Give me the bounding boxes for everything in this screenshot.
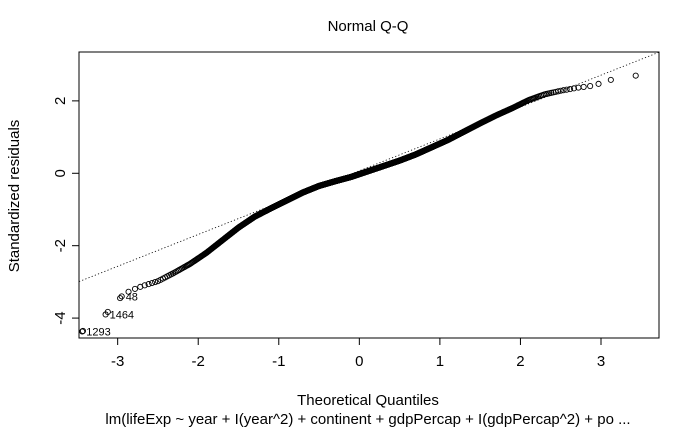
x-tick-label: -1 [272, 353, 285, 370]
x-tick-label: 1 [436, 353, 444, 370]
model-caption: lm(lifeExp ~ year + I(year^2) + continen… [105, 411, 630, 428]
x-tick-label: 2 [516, 353, 524, 370]
y-tick-label: -4 [52, 311, 69, 324]
qq-point [152, 278, 159, 286]
qq-point [148, 279, 156, 287]
plot-frame [78, 51, 660, 339]
qq-point [125, 288, 132, 295]
outlier-point-1293 [79, 328, 86, 335]
outlier-point-48 [118, 293, 125, 300]
outlier-label-1293: 1293 [86, 326, 110, 338]
qq-point [560, 87, 567, 94]
x-tick-label: 3 [597, 353, 605, 370]
qq-point [595, 80, 602, 87]
x-axis: -3 -2 -1 0 1 2 3 [111, 338, 605, 370]
x-tick-label: 0 [355, 353, 363, 370]
data-points [79, 72, 639, 335]
qq-point [580, 83, 587, 90]
outlier-label-1464: 1464 [110, 309, 134, 321]
qq-point [131, 285, 139, 292]
y-axis: -4 -2 0 2 [52, 97, 79, 325]
y-tick-label: 2 [52, 97, 69, 105]
outlier-point-1464 [102, 311, 109, 318]
x-axis-label: Theoretical Quantiles [297, 392, 439, 409]
qq-point [145, 281, 152, 288]
qq-point [587, 83, 594, 90]
qq-point [607, 76, 614, 83]
qq-point [570, 85, 578, 92]
y-tick-label: 0 [52, 169, 69, 177]
x-tick-label: -2 [192, 353, 205, 370]
qq-point [117, 295, 124, 302]
qq-point [563, 86, 570, 93]
qq-point [567, 86, 574, 93]
outlier-label-48: 48 [126, 291, 138, 303]
y-tick-label: -2 [52, 239, 69, 252]
y-axis-label: Standardized residuals [6, 120, 23, 273]
x-tick-label: -3 [111, 353, 124, 370]
qq-point [141, 282, 148, 289]
qq-point [557, 87, 564, 94]
qq-point [79, 327, 86, 335]
qq-point [632, 72, 639, 79]
chart-title: Normal Q-Q [328, 18, 409, 35]
